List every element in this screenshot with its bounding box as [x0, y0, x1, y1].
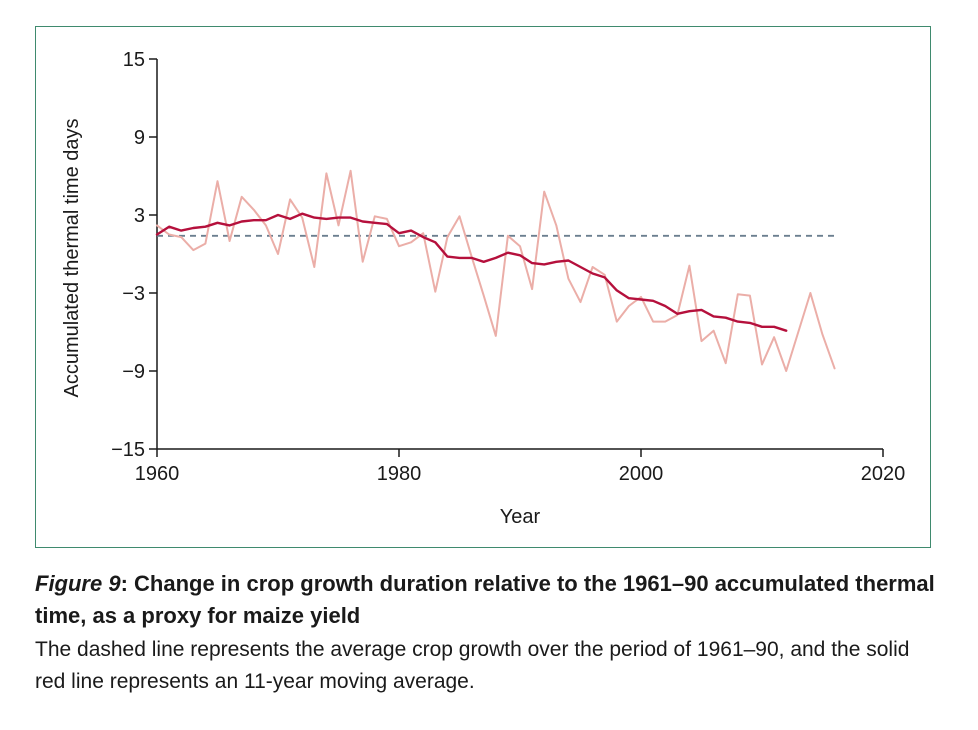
- figure-label: Figure 9: [35, 571, 121, 596]
- y-tick-label: 9: [134, 127, 145, 149]
- figure-caption: Figure 9: Change in crop growth duration…: [35, 568, 945, 698]
- x-tick-label: 1980: [377, 463, 422, 485]
- y-axis-label: Accumulated thermal time days: [61, 118, 83, 397]
- y-tick-label: 15: [123, 49, 145, 71]
- y-tick-label: 3: [134, 205, 145, 227]
- caption-title-text: : Change in crop growth duration relativ…: [35, 571, 935, 628]
- x-tick-label: 2000: [619, 463, 664, 485]
- x-axis-label: Year: [500, 506, 541, 528]
- y-tick-label: −3: [122, 283, 145, 305]
- moving-average-series-line: [155, 212, 788, 332]
- y-tick-label: −15: [111, 439, 145, 461]
- x-tick-label: 1960: [135, 463, 180, 485]
- caption-body: The dashed line represents the average c…: [35, 638, 910, 693]
- annual-values-series-line: [156, 169, 836, 372]
- x-tick-label: 2020: [861, 463, 906, 485]
- figure-frame: [35, 26, 931, 548]
- y-tick-label: −9: [122, 361, 145, 383]
- caption-title: Figure 9: Change in crop growth duration…: [35, 568, 945, 632]
